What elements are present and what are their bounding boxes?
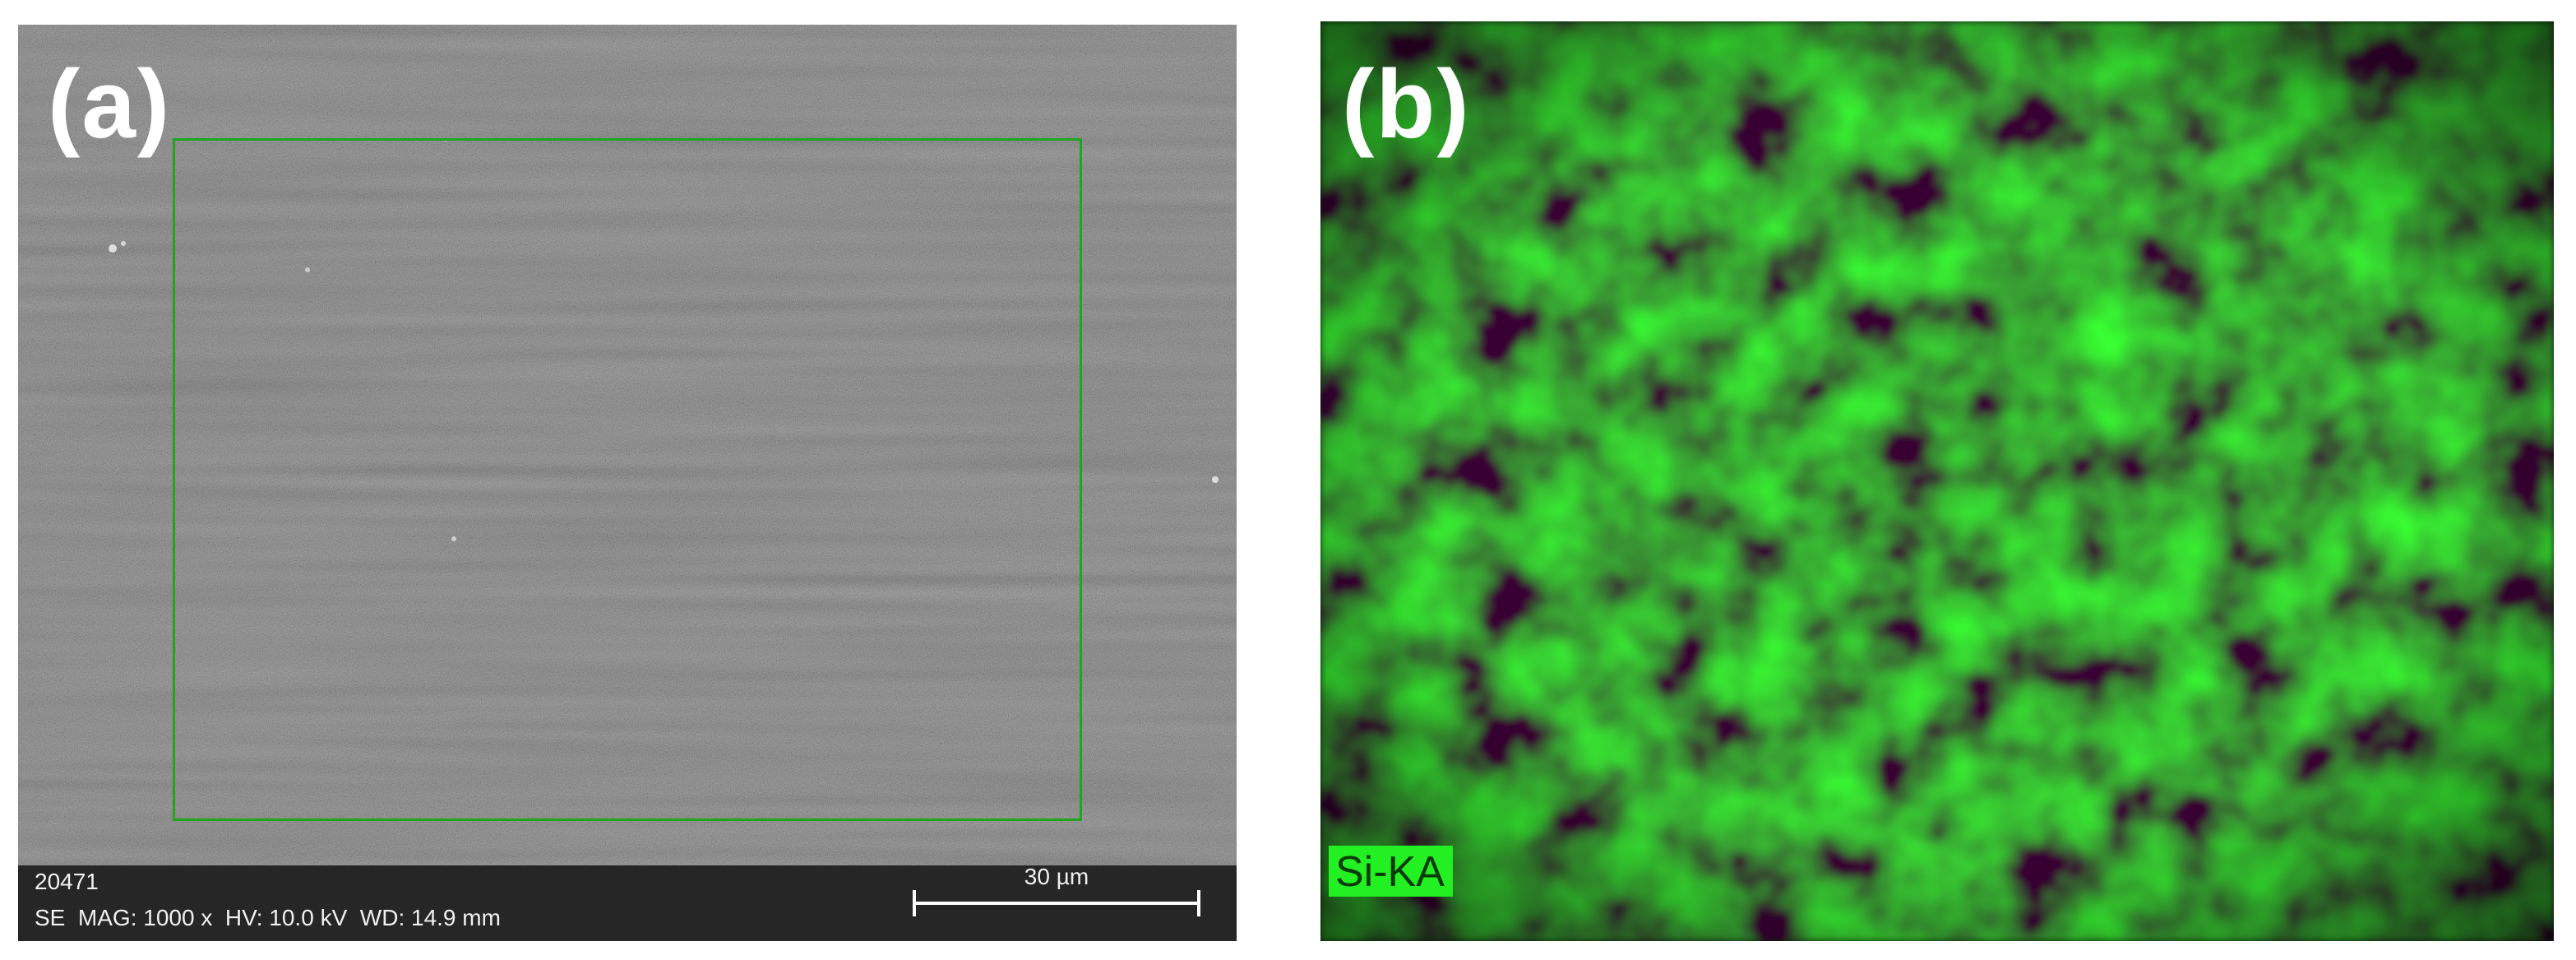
sem-parameters: SE MAG: 1000 x HV: 10.0 kV WD: 14.9 mm xyxy=(35,905,501,930)
sem-image-panel: (a) 20471 SE MAG: 1000 x HV: 10.0 kV WD:… xyxy=(18,25,1237,941)
scale-bar-line xyxy=(913,902,1200,905)
scale-bar-label: 30 µm xyxy=(1024,864,1089,889)
panel-a-label: (a) xyxy=(48,50,172,159)
scale-bar-tick-right xyxy=(1197,890,1200,916)
element-tag-si: Si-KA xyxy=(1329,846,1453,897)
panel-b-label: (b) xyxy=(1342,50,1471,159)
sem-micrograph-texture xyxy=(18,25,1237,941)
eds-map-panel: (b) Si-KA xyxy=(1320,21,2554,941)
sample-id: 20471 xyxy=(35,869,99,894)
roi-selection-box xyxy=(173,138,1082,821)
scale-bar-tick-left xyxy=(913,890,916,916)
scale-bar: 30 µm xyxy=(913,864,1200,916)
eds-silicon-map-texture xyxy=(1320,21,2554,941)
